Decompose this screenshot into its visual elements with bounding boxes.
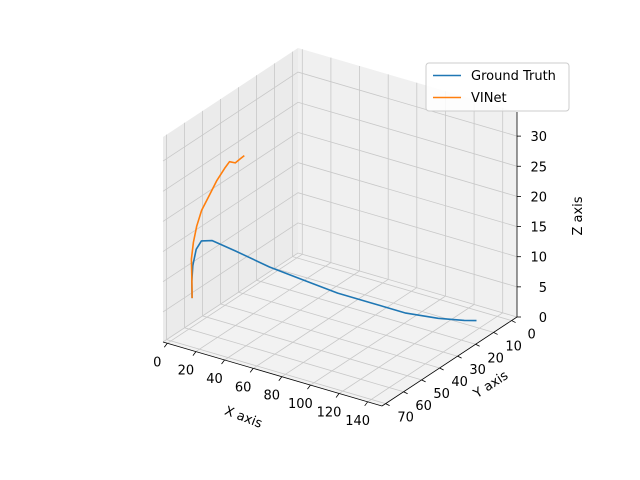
x-tick-label: 140 [345, 414, 370, 429]
x-tick [307, 384, 311, 390]
y-tick-label: 40 [451, 375, 468, 390]
series-line-ground-truth [191, 239, 477, 322]
y-tick [421, 379, 426, 383]
x-tick-label: 40 [206, 372, 223, 387]
series-line-vinet [190, 154, 245, 299]
z-gridline [162, 101, 518, 192]
x-tick-label: 80 [264, 389, 281, 404]
z-tick-label: 25 [530, 160, 547, 175]
y-tick [475, 343, 480, 347]
legend-frame [425, 62, 570, 112]
y-tick [457, 355, 462, 359]
y-tick [385, 403, 390, 406]
y-tick-label: 60 [415, 399, 432, 414]
x-tick [192, 351, 197, 356]
z-tick-label: 0 [539, 311, 547, 326]
axis-edges [162, 112, 518, 407]
z-tick-label: 5 [539, 281, 547, 296]
z-gridline [162, 192, 518, 283]
x-tick [278, 376, 283, 381]
z-gridline [162, 131, 518, 222]
y-tick [493, 332, 498, 335]
x-tick [249, 368, 254, 373]
z-tick-label: 20 [530, 190, 547, 205]
x-tick-label: 100 [288, 397, 313, 412]
x-tick [163, 343, 168, 348]
x-tick [335, 393, 340, 398]
x-tick-label: 20 [178, 364, 195, 379]
z-gridline [162, 71, 518, 162]
z-gridline [162, 252, 518, 343]
grid-lines [162, 49, 518, 404]
x-axis-line [162, 341, 383, 407]
y-tick-label: 0 [527, 328, 535, 343]
legend: Ground Truth VINet [425, 62, 570, 112]
y-tick [511, 320, 516, 323]
x-tick-label: 120 [317, 405, 342, 420]
y-tick-label: 30 [469, 363, 486, 378]
z-gridline [162, 162, 518, 252]
x-tick [221, 359, 225, 365]
legend-label-ground-truth: Ground Truth [471, 69, 556, 84]
y-tick [439, 367, 444, 371]
x-tick-label: 60 [235, 380, 252, 395]
tick-labels: 0204060801001201400102030405060700510152… [153, 130, 547, 429]
data-series [190, 154, 477, 322]
z-axis-title: Z axis [571, 196, 586, 235]
x-axis-title: X axis [222, 404, 264, 432]
left-pane [163, 48, 298, 342]
legend-label-vinet: VINet [471, 91, 507, 106]
y-tick-label: 20 [487, 351, 504, 366]
x-tick-label: 0 [153, 355, 161, 370]
z-tick-label: 10 [530, 251, 547, 266]
z-gridline [162, 222, 518, 313]
z-tick-label: 30 [530, 130, 547, 145]
y-tick-label: 50 [433, 387, 450, 402]
y-tick [403, 391, 408, 395]
y-tick-label: 70 [397, 411, 414, 426]
back-pane [298, 48, 517, 317]
x-tick [364, 401, 369, 407]
axis-ticks [163, 135, 521, 407]
y-axis-line [381, 316, 518, 407]
y-tick-label: 10 [505, 339, 522, 354]
z-tick-label: 15 [530, 221, 547, 236]
